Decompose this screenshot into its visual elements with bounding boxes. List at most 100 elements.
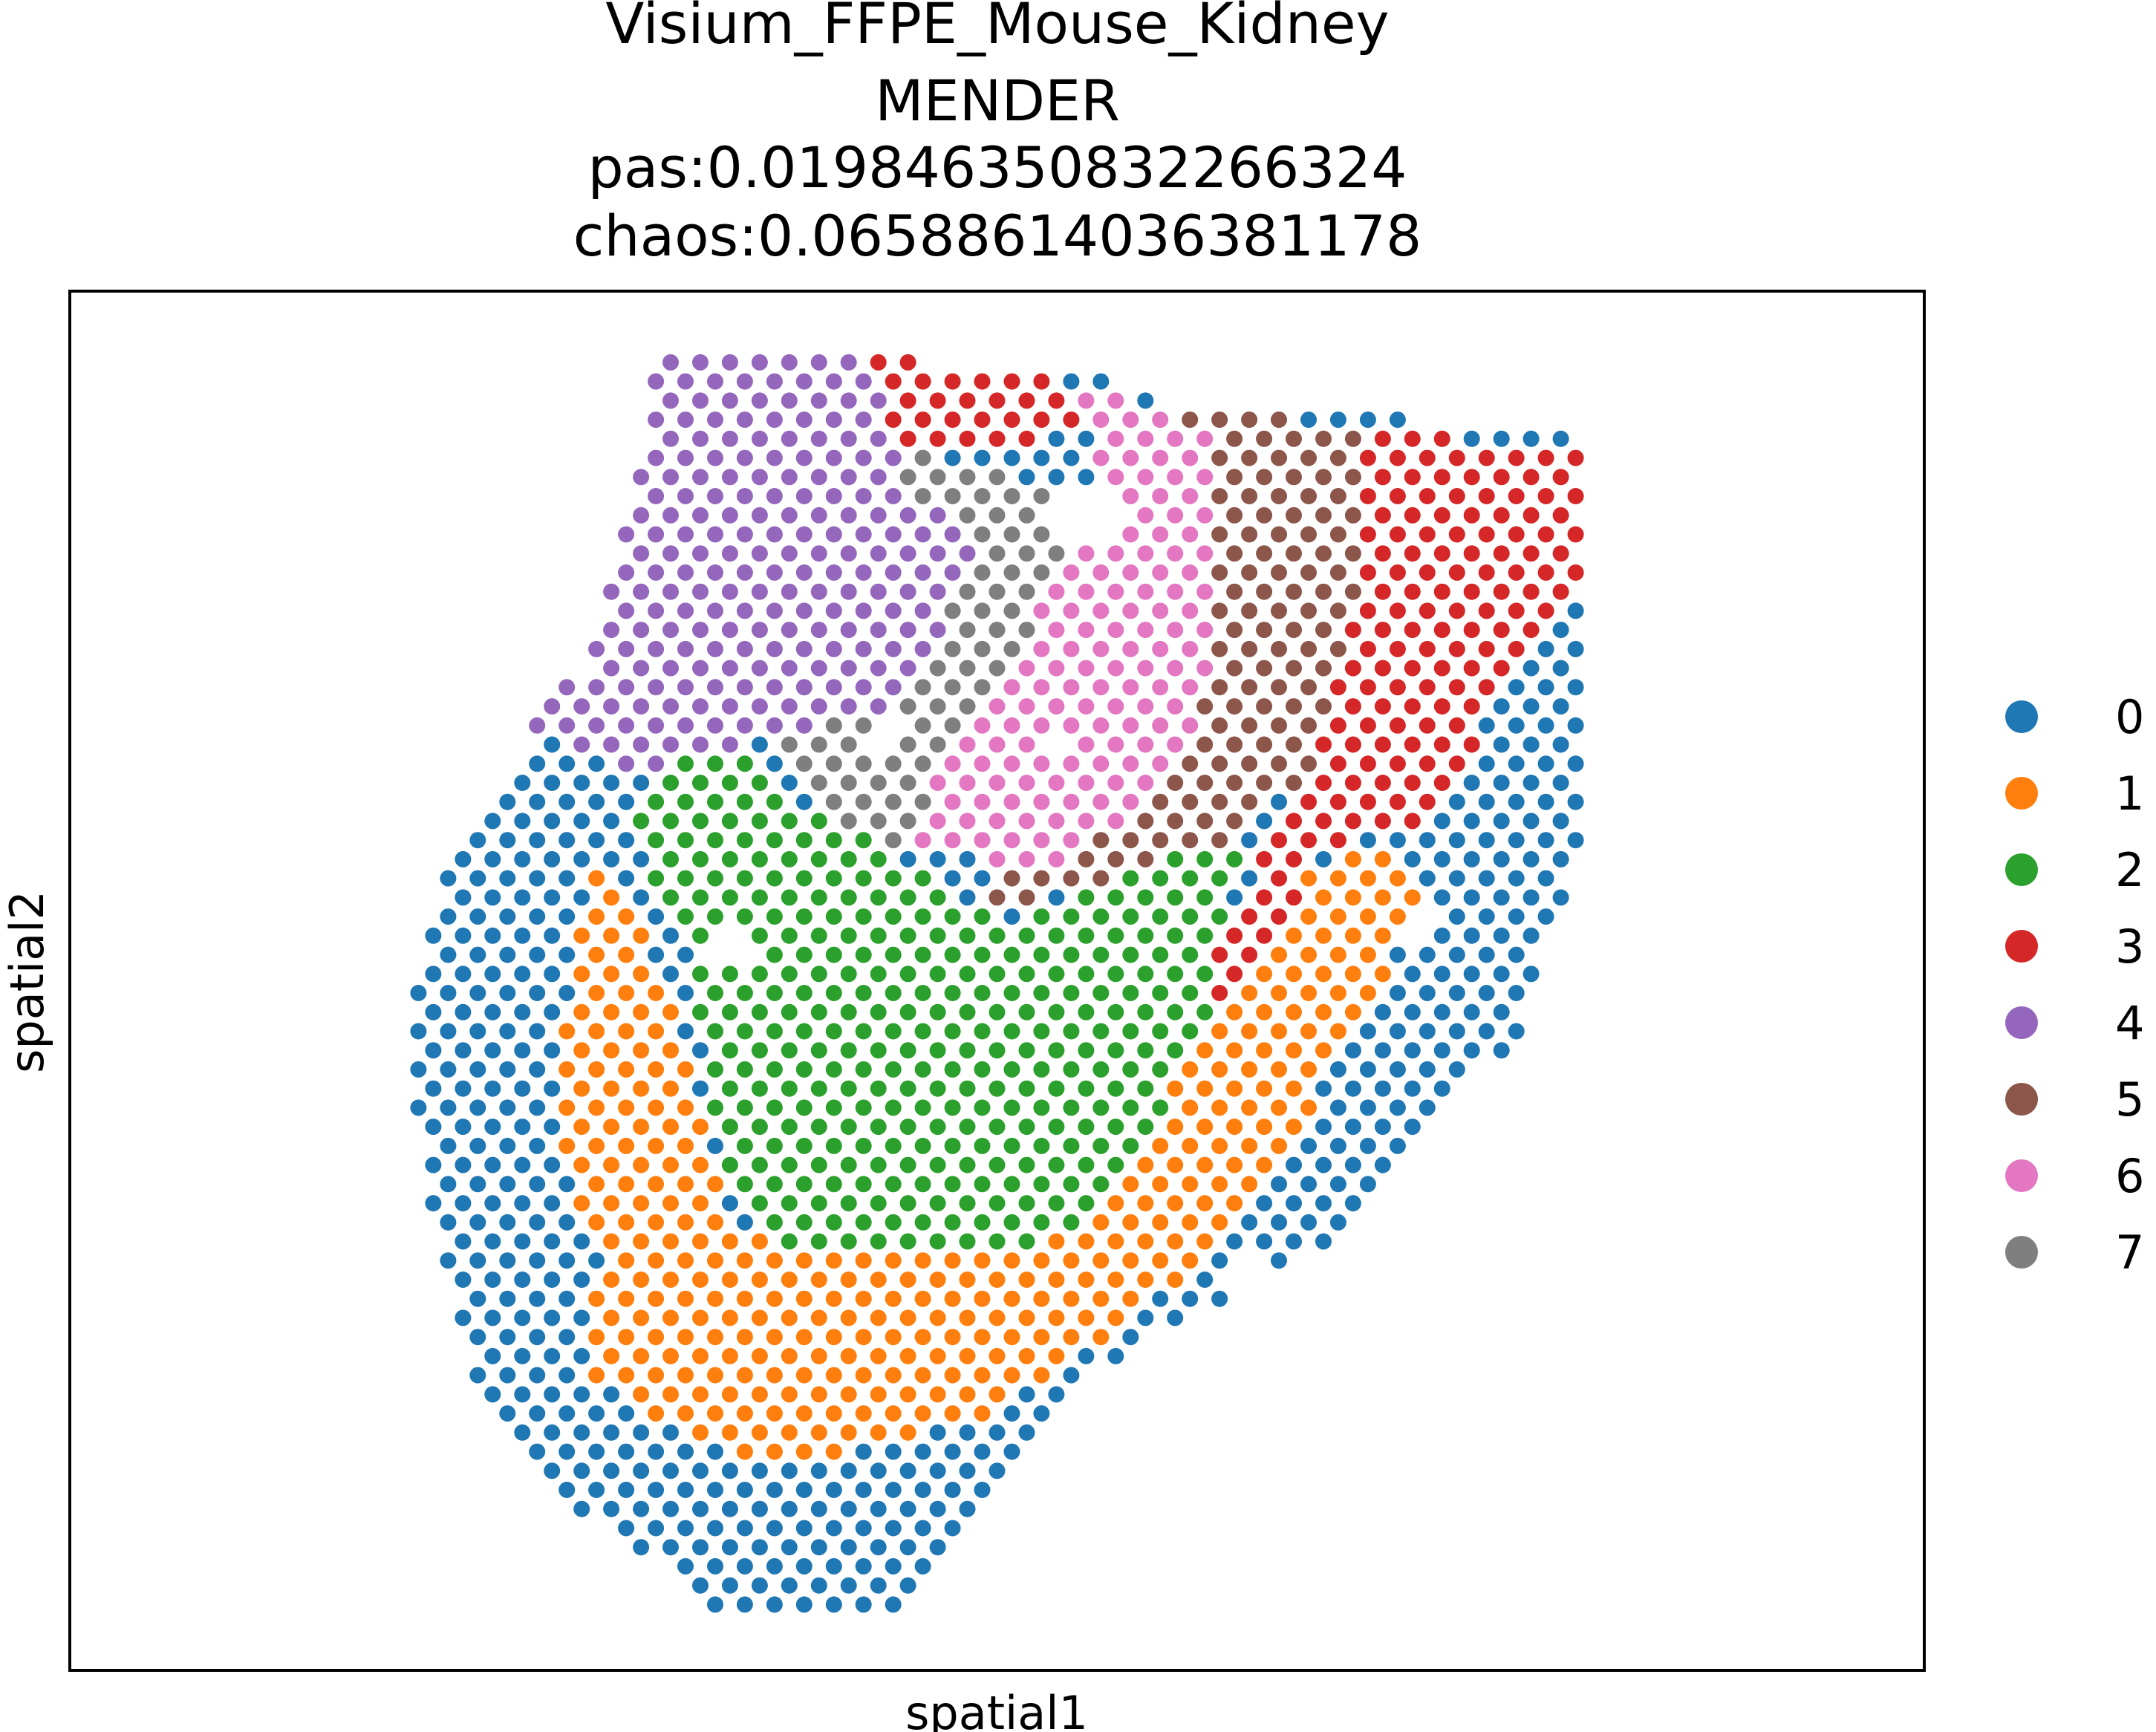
spot-domain-3	[1226, 966, 1243, 983]
spot-domain-0	[1374, 1003, 1391, 1020]
spot-domain-0	[588, 1482, 605, 1498]
spot-domain-6	[1033, 832, 1050, 849]
spot-domain-6	[1048, 698, 1065, 715]
spot-domain-4	[677, 564, 694, 581]
spot-domain-1	[1048, 1272, 1065, 1288]
spot-domain-1	[1122, 1252, 1139, 1269]
spot-domain-4	[721, 698, 738, 715]
spot-domain-1	[1182, 1214, 1199, 1231]
spot-domain-6	[1018, 660, 1035, 677]
spot-domain-0	[1374, 1119, 1391, 1136]
spot-domain-3	[1478, 564, 1495, 581]
spot-domain-3	[1537, 564, 1554, 581]
spot-domain-0	[1018, 1424, 1035, 1441]
spot-domain-0	[1508, 870, 1525, 887]
spot-domain-4	[721, 660, 738, 677]
spot-domain-2	[855, 1137, 872, 1154]
spot-domain-0	[1463, 1003, 1480, 1020]
spot-domain-1	[1196, 1119, 1214, 1136]
spot-domain-1	[974, 1290, 991, 1307]
spot-domain-4	[677, 679, 694, 696]
spot-domain-2	[707, 870, 723, 887]
spot-domain-6	[1018, 775, 1035, 791]
spot-domain-0	[1478, 832, 1495, 849]
spot-domain-4	[648, 449, 665, 466]
spot-domain-7	[1018, 622, 1035, 639]
spot-domain-0	[1433, 813, 1450, 830]
spot-domain-2	[751, 850, 768, 867]
spot-domain-4	[885, 564, 902, 581]
spot-domain-4	[855, 602, 872, 619]
spot-domain-0	[573, 889, 590, 906]
spot-domain-6	[1063, 564, 1080, 581]
spot-domain-5	[1315, 660, 1332, 677]
spot-domain-5	[1167, 775, 1184, 791]
spot-domain-2	[766, 1023, 783, 1040]
spot-domain-2	[795, 1023, 812, 1040]
spot-domain-0	[1271, 1214, 1287, 1231]
spot-domain-1	[633, 1309, 650, 1326]
spot-domain-7	[914, 449, 931, 466]
spot-domain-0	[1552, 736, 1569, 753]
spot-domain-6	[1107, 622, 1124, 639]
spot-domain-1	[959, 1386, 976, 1403]
spot-domain-2	[781, 1080, 798, 1097]
spot-domain-1	[1078, 1309, 1095, 1326]
spot-domain-3	[1552, 469, 1569, 486]
legend-marker-2	[2005, 853, 2038, 886]
spot-domain-1	[751, 1272, 768, 1288]
spot-domain-7	[840, 736, 857, 753]
spot-domain-1	[662, 1156, 679, 1173]
spot-domain-0	[469, 1099, 486, 1116]
spot-domain-2	[766, 985, 783, 1001]
spot-domain-0	[455, 1195, 472, 1212]
spot-domain-4	[885, 488, 902, 504]
spot-domain-6	[1196, 507, 1214, 524]
spot-domain-0	[410, 1061, 427, 1078]
spot-domain-0	[573, 1272, 590, 1288]
spot-domain-1	[648, 1099, 665, 1116]
spot-domain-1	[633, 1272, 650, 1288]
spot-domain-2	[1078, 1042, 1095, 1059]
spot-domain-2	[855, 946, 872, 963]
spot-domain-4	[707, 411, 723, 429]
spot-domain-1	[1241, 1176, 1258, 1193]
spot-domain-4	[573, 698, 590, 715]
spot-domain-6	[1137, 736, 1154, 753]
spot-domain-0	[499, 946, 516, 963]
spot-domain-2	[1122, 1061, 1139, 1078]
spot-domain-0	[544, 1119, 561, 1136]
spot-domain-4	[870, 392, 887, 409]
spot-domain-0	[1537, 755, 1554, 772]
spot-domain-0	[633, 1424, 650, 1441]
spot-domain-6	[1182, 640, 1199, 657]
spot-domain-2	[751, 775, 768, 791]
spot-domain-1	[662, 1272, 679, 1288]
spot-domain-3	[959, 392, 976, 409]
spot-domain-2	[899, 889, 916, 906]
spot-domain-0	[469, 1214, 486, 1231]
spot-domain-0	[914, 1557, 931, 1575]
spot-domain-4	[795, 564, 812, 581]
spot-domain-1	[840, 1272, 857, 1288]
spot-domain-0	[825, 1596, 842, 1613]
spot-domain-2	[929, 1080, 946, 1097]
spot-domain-2	[855, 870, 872, 887]
spot-domain-2	[781, 966, 798, 983]
spot-domain-0	[484, 1042, 501, 1059]
spot-domain-5	[1033, 870, 1050, 887]
spot-domain-1	[751, 1309, 768, 1326]
spot-domain-0	[1241, 870, 1258, 887]
spot-domain-0	[455, 889, 472, 906]
spot-domain-0	[425, 927, 442, 944]
spot-domain-6	[1152, 564, 1169, 581]
spot-domain-0	[1048, 889, 1065, 906]
spot-domain-5	[1226, 736, 1243, 753]
spot-domain-2	[959, 927, 976, 944]
spot-domain-4	[825, 449, 842, 466]
spot-domain-6	[1078, 545, 1095, 562]
spot-domain-3	[1344, 660, 1361, 677]
spot-domain-2	[989, 927, 1006, 944]
spot-domain-5	[1211, 488, 1228, 504]
spot-domain-0	[662, 1500, 679, 1517]
